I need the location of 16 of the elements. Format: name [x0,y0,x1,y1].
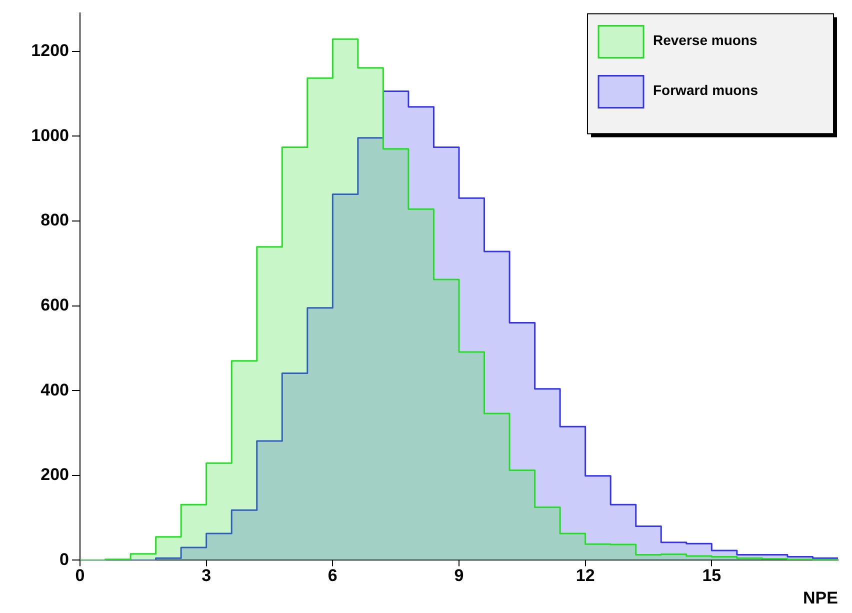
x-tick-label: 9 [454,566,464,586]
x-axis-title: NPE [803,588,838,608]
y-tick-label: 200 [40,465,69,484]
y-tick-label: 600 [40,295,69,314]
y-tick-label: 800 [40,210,69,230]
x-tick-label: 3 [202,566,212,586]
legend-label: Reverse muons [653,32,758,48]
x-tick-label: 6 [328,566,338,586]
x-tick-label: 15 [702,566,722,586]
y-tick-label: 1000 [31,126,69,145]
legend-label: Forward muons [653,82,758,98]
y-tick-label: 0 [60,550,69,569]
y-tick-label: 1200 [31,41,69,60]
x-tick-label: 12 [576,566,595,586]
x-tick-label: 0 [75,566,85,586]
y-tick-label: 400 [40,380,69,400]
